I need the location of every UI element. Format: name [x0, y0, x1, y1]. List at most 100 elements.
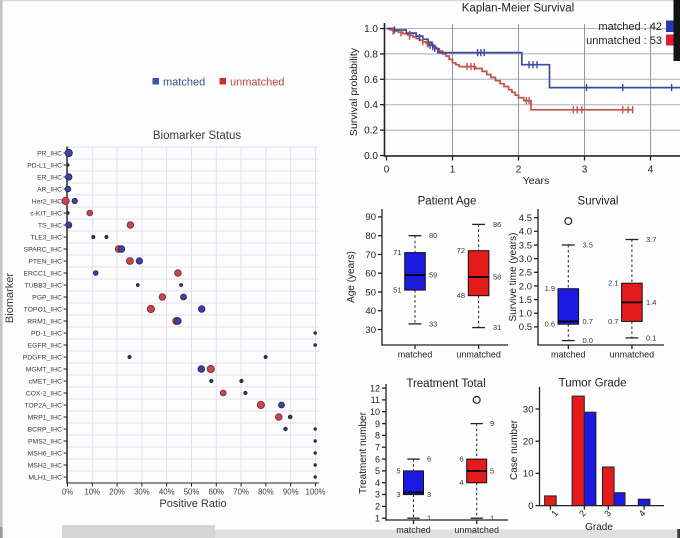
svg-text:0.7: 0.7 [608, 317, 618, 326]
svg-text:71: 71 [393, 248, 401, 257]
svg-text:90%: 90% [283, 488, 299, 497]
svg-text:10: 10 [523, 469, 534, 480]
svg-text:Treatment Total: Treatment Total [406, 378, 485, 390]
svg-text:40: 40 [365, 306, 376, 317]
svg-text:9: 9 [490, 419, 494, 428]
svg-text:Patient Age: Patient Age [418, 196, 477, 208]
svg-text:72: 72 [457, 246, 465, 255]
svg-text:51: 51 [393, 286, 401, 295]
svg-text:unmatched: unmatched [454, 525, 499, 535]
svg-text:0.4: 0.4 [364, 100, 378, 111]
svg-text:3: 3 [602, 508, 613, 518]
svg-text:TOPO1_IHC: TOPO1_IHC [24, 306, 62, 313]
svg-text:3: 3 [375, 490, 380, 500]
svg-text:33: 33 [429, 319, 437, 328]
svg-text:4: 4 [459, 478, 463, 487]
svg-text:10%: 10% [84, 488, 100, 497]
svg-text:59: 59 [429, 271, 437, 280]
svg-text:TOP2A_IHC: TOP2A_IHC [24, 402, 62, 409]
svg-text:30%: 30% [134, 488, 150, 497]
svg-text:11: 11 [371, 395, 380, 405]
svg-text:6: 6 [375, 454, 380, 464]
svg-text:AR_IHC: AR_IHC [37, 186, 62, 193]
svg-text:20%: 20% [109, 488, 125, 497]
svg-text:Survival: Survival [578, 196, 619, 208]
svg-text:30: 30 [365, 325, 376, 336]
svg-text:80%: 80% [258, 488, 274, 497]
svg-text:60: 60 [365, 269, 376, 280]
svg-text:PD-1_IHC: PD-1_IHC [31, 330, 62, 337]
svg-text:EGFR_IHC: EGFR_IHC [28, 342, 62, 349]
svg-text:50: 50 [365, 287, 376, 298]
svg-text:TS_IHC: TS_IHC [38, 222, 62, 229]
svg-text:Positive Ratio: Positive Ratio [159, 498, 226, 510]
svg-text:58: 58 [493, 273, 501, 282]
svg-text:Survival probability: Survival probability [348, 47, 360, 136]
svg-text:Survive time (years): Survive time (years) [508, 233, 519, 322]
svg-text:6: 6 [459, 455, 463, 464]
svg-text:unmatched: unmatched [610, 350, 655, 360]
svg-text:90: 90 [365, 212, 376, 223]
svg-text:0.8: 0.8 [364, 49, 378, 60]
svg-text:100%: 100% [306, 488, 326, 497]
svg-text:3: 3 [427, 490, 431, 499]
svg-text:2.0: 2.0 [519, 281, 532, 292]
svg-text:unmatched: unmatched [230, 77, 284, 89]
svg-text:matched: matched [163, 77, 205, 89]
svg-text:Years: Years [523, 175, 549, 187]
svg-text:3.7: 3.7 [646, 235, 656, 244]
svg-text:Biomarker: Biomarker [4, 273, 16, 323]
svg-text:1: 1 [427, 514, 431, 523]
svg-text:TLE3_IHC: TLE3_IHC [30, 234, 62, 241]
svg-text:TUBB3_IHC: TUBB3_IHC [25, 282, 62, 289]
svg-text:1: 1 [490, 514, 494, 523]
svg-text:PMS2_IHC: PMS2_IHC [28, 438, 62, 445]
svg-text:MSH6_IHC: MSH6_IHC [28, 450, 62, 457]
svg-text:6: 6 [427, 455, 431, 464]
svg-text:0: 0 [384, 165, 390, 176]
svg-text:2: 2 [375, 502, 380, 512]
svg-text:1.0: 1.0 [364, 24, 378, 35]
svg-text:40%: 40% [159, 488, 175, 497]
svg-text:PR_IHC: PR_IHC [37, 150, 62, 157]
svg-text:20: 20 [523, 437, 534, 448]
svg-text:COX-2_IHC: COX-2_IHC [26, 390, 62, 397]
svg-text:ERCC1_IHC: ERCC1_IHC [23, 270, 62, 277]
svg-text:PDGFR_IHC: PDGFR_IHC [23, 354, 62, 361]
svg-text:7: 7 [375, 442, 380, 452]
svg-text:BCRP_IHC: BCRP_IHC [28, 426, 62, 433]
svg-text:RRM1_IHC: RRM1_IHC [27, 318, 62, 325]
svg-text:1.5: 1.5 [519, 295, 532, 306]
svg-text:4.0: 4.0 [519, 227, 532, 238]
svg-text:0.6: 0.6 [545, 320, 555, 329]
svg-text:4: 4 [637, 508, 648, 518]
svg-text:2.1: 2.1 [608, 279, 618, 288]
svg-text:1.0: 1.0 [519, 309, 532, 320]
svg-text:1: 1 [549, 508, 560, 518]
svg-text:4.5: 4.5 [519, 213, 532, 224]
svg-text:Age (years): Age (years) [346, 251, 357, 303]
svg-text:4: 4 [648, 165, 654, 176]
svg-text:70: 70 [365, 250, 376, 261]
svg-text:70%: 70% [233, 488, 249, 497]
svg-text:48: 48 [457, 291, 465, 300]
svg-text:0%: 0% [62, 488, 73, 497]
svg-text:3.5: 3.5 [583, 241, 593, 250]
svg-text:0.2: 0.2 [364, 126, 378, 137]
svg-text:PGP_IHC: PGP_IHC [32, 294, 62, 301]
svg-text:PTEN_IHC: PTEN_IHC [28, 258, 62, 265]
svg-text:Case number: Case number [509, 419, 520, 480]
svg-text:matched: matched [551, 350, 586, 360]
svg-text:2: 2 [577, 508, 588, 518]
svg-text:0.7: 0.7 [583, 317, 593, 326]
svg-text:Grade: Grade [585, 522, 613, 533]
svg-text:3: 3 [582, 165, 588, 176]
svg-text:Kaplan-Meier Survival: Kaplan-Meier Survival [462, 3, 575, 15]
svg-text:0.5: 0.5 [519, 322, 532, 333]
svg-text:80: 80 [365, 231, 376, 242]
svg-text:2.5: 2.5 [519, 268, 532, 279]
svg-text:60%: 60% [208, 488, 224, 497]
svg-text:50%: 50% [184, 488, 200, 497]
svg-text:5: 5 [490, 466, 494, 475]
svg-text:Treatment number: Treatment number [358, 411, 369, 494]
